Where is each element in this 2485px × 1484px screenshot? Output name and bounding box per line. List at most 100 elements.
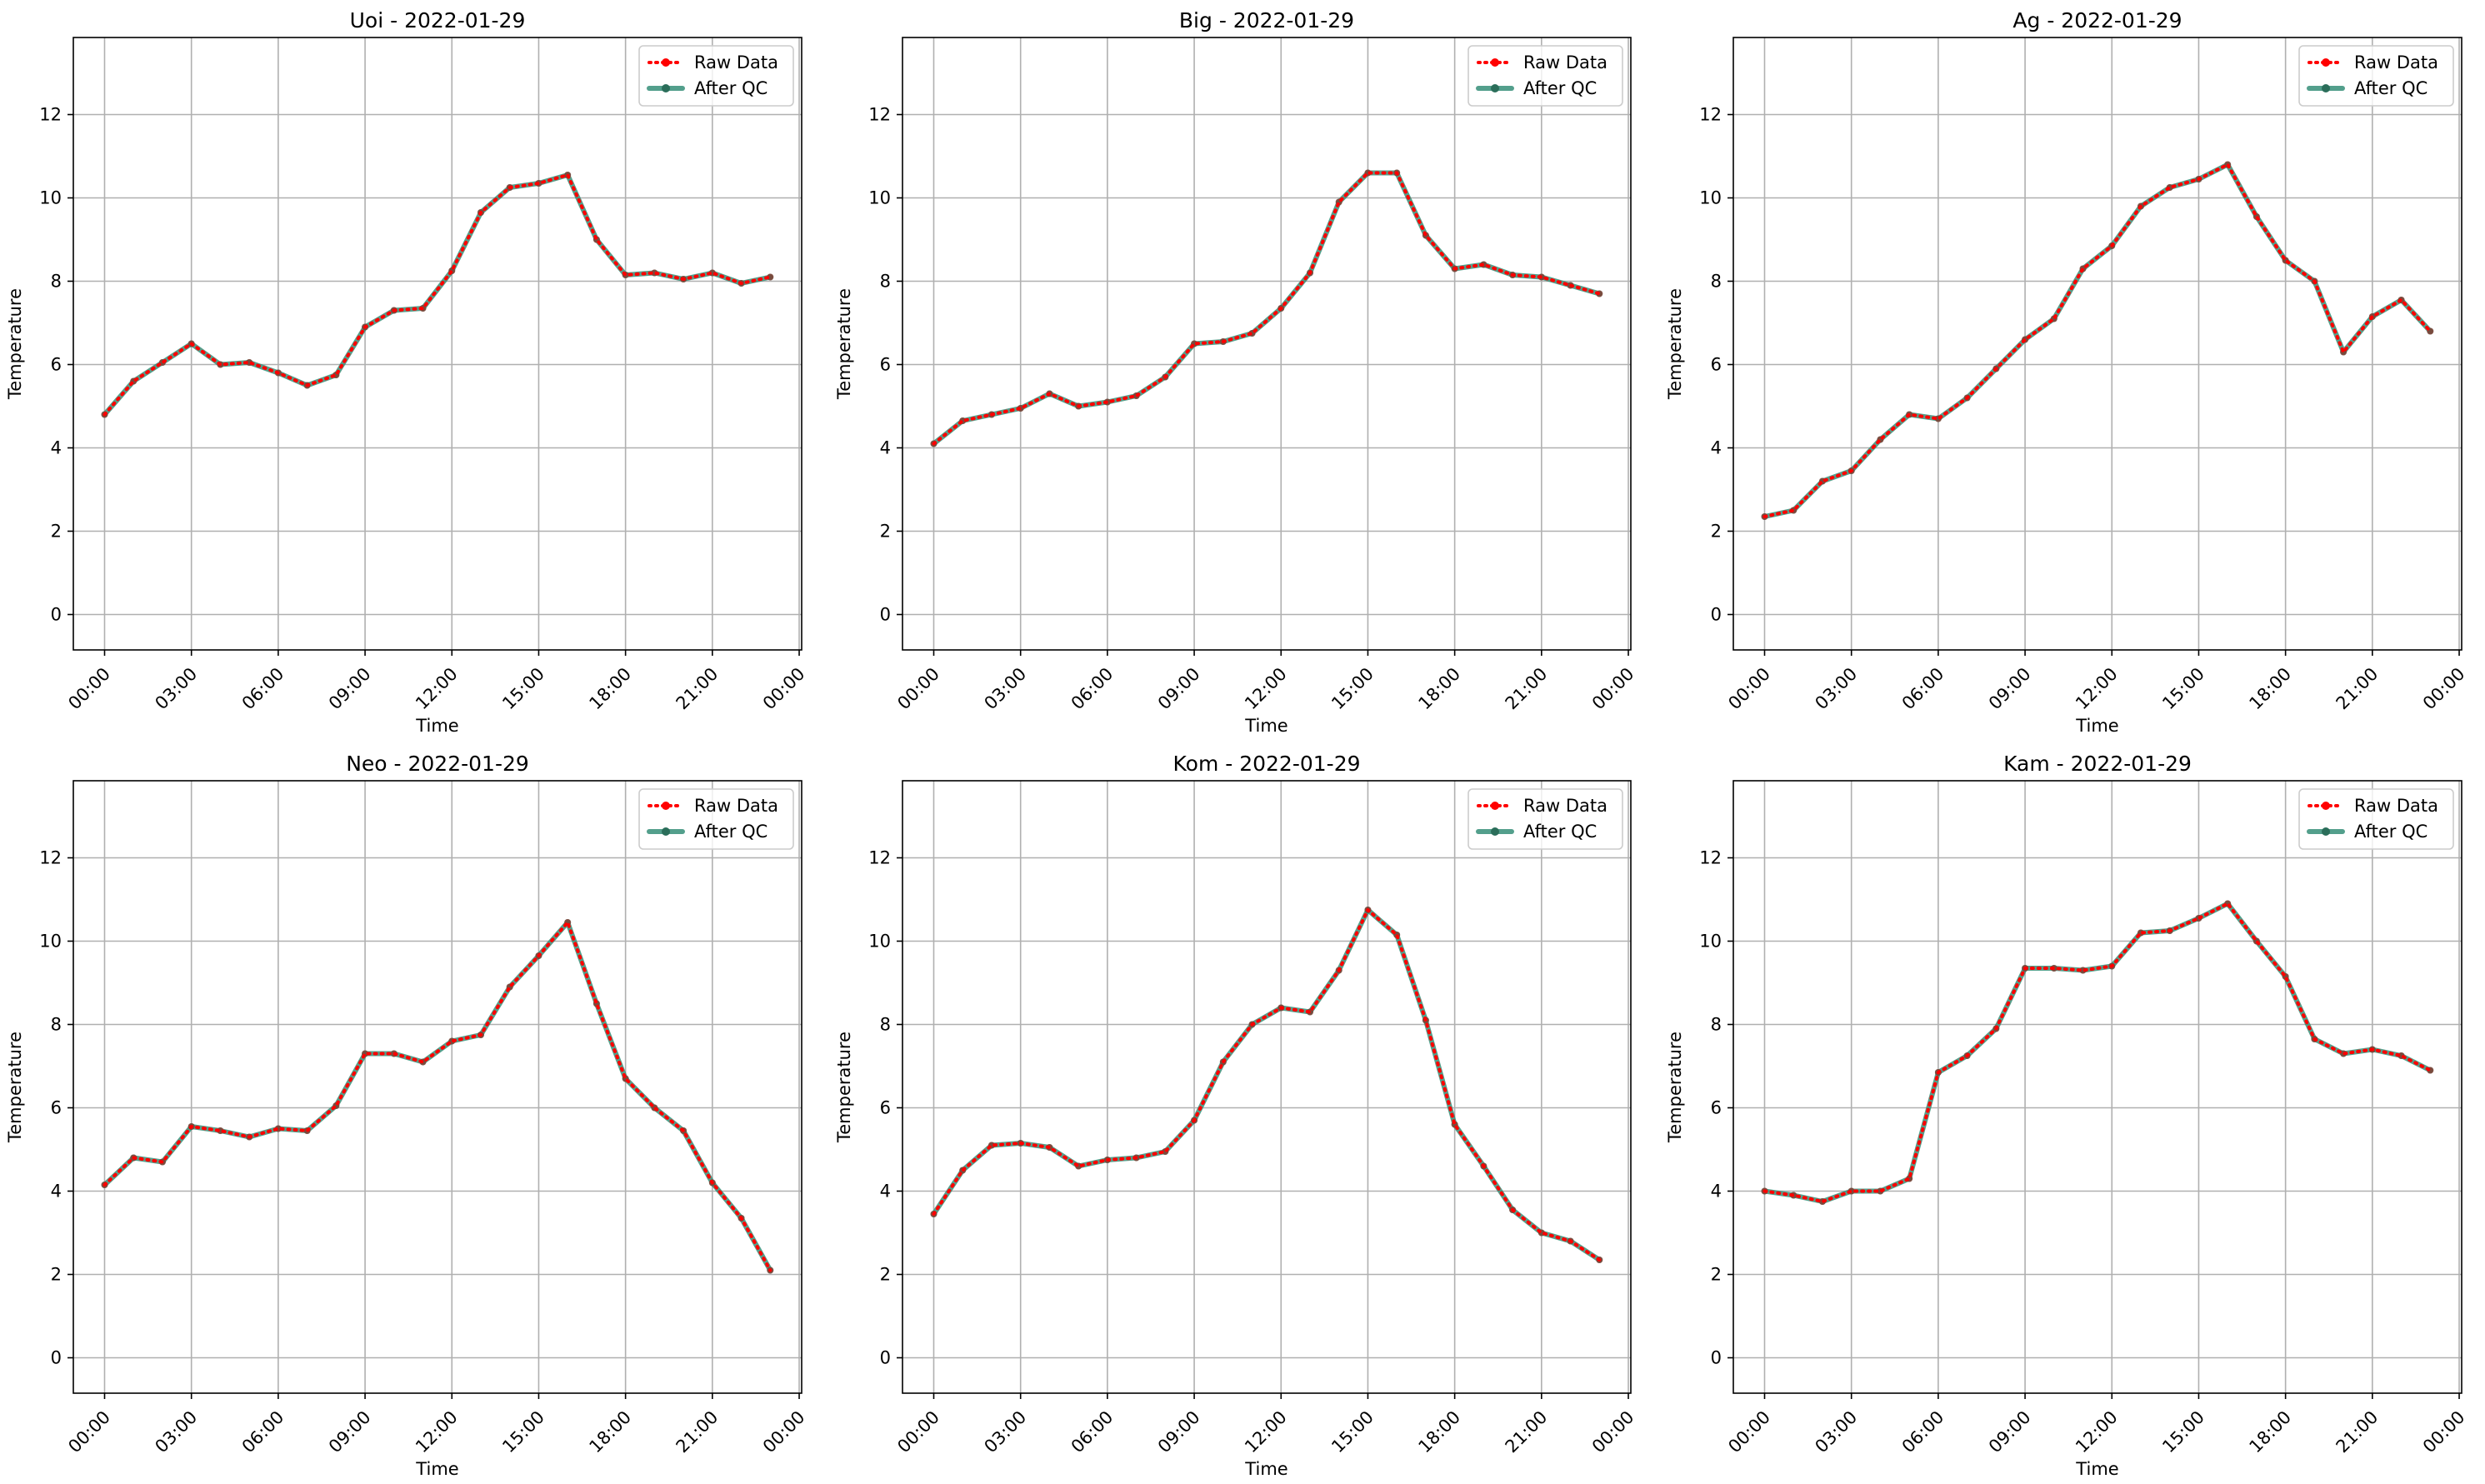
data-point-raw-data [592, 236, 600, 243]
data-point-raw-data [1538, 273, 1545, 281]
x-tick-label: 00:00 [1588, 1407, 1638, 1457]
x-tick-label: 15:00 [498, 1407, 548, 1457]
y-tick-label: 12 [868, 848, 891, 868]
plot-area [902, 37, 1631, 650]
chart-title: Kom - 2022-01-29 [1173, 752, 1361, 776]
data-point-raw-data [988, 1142, 995, 1149]
chart-panel-6: 0 2 4 6 8 10 12 00:00 03:00 06:00 09:00 12:00 15:00 1… [1665, 752, 2469, 1479]
data-point-raw-data [101, 411, 108, 418]
data-point-raw-data [448, 1037, 456, 1045]
data-point-raw-data [564, 172, 572, 178]
data-point-raw-data [535, 952, 542, 959]
chart-panel-5: 0 2 4 6 8 10 12 00:00 03:00 06:00 09:00 12:00 15:00 1… [834, 752, 1638, 1479]
data-point-raw-data [1335, 198, 1342, 206]
data-point-raw-data [1191, 340, 1198, 347]
data-point-raw-data [708, 1179, 716, 1187]
y-tick-label: 10 [868, 932, 891, 952]
data-point-raw-data [2368, 1046, 2376, 1053]
data-point-raw-data [419, 1058, 427, 1066]
y-axis-label: Temperature [834, 288, 854, 400]
x-tick-label: 09:00 [325, 1407, 375, 1457]
data-point-raw-data [1992, 1025, 2000, 1032]
x-tick-label: 09:00 [325, 664, 375, 714]
data-point-raw-data [1422, 1017, 1429, 1024]
data-point-raw-data [1364, 169, 1372, 177]
legend-label: After QC [2354, 822, 2428, 842]
y-tick-label: 0 [1711, 605, 1722, 625]
y-tick-label: 12 [868, 105, 891, 125]
data-point-raw-data [274, 1125, 282, 1132]
data-point-raw-data [651, 1104, 658, 1112]
data-point-raw-data [651, 269, 658, 277]
x-tick-label: 21:00 [672, 1407, 722, 1457]
y-tick-label: 12 [39, 848, 62, 868]
plot-area [902, 781, 1631, 1393]
legend: Raw Data After QC [1468, 788, 1623, 850]
data-point-raw-data [1963, 1052, 1971, 1059]
x-tick-label: 03:00 [151, 664, 201, 714]
legend-label: Raw Data [1523, 796, 1608, 816]
x-axis-label: Time [415, 716, 458, 736]
series-line-raw-data [932, 171, 1602, 446]
x-tick-label: 00:00 [64, 1407, 114, 1457]
data-point-raw-data [1877, 436, 1884, 443]
data-point-raw-data [708, 269, 716, 277]
y-tick-label: 2 [880, 1265, 891, 1285]
legend-label: After QC [694, 78, 768, 98]
x-tick-label: 00:00 [1724, 664, 1774, 714]
data-point-raw-data [2368, 313, 2376, 320]
legend-marker [1491, 802, 1499, 810]
x-tick-label: 06:00 [1898, 664, 1948, 714]
axes-frame [902, 780, 1632, 1394]
series-line-raw-data [102, 173, 772, 417]
y-tick-label: 0 [51, 1348, 62, 1368]
legend-marker [662, 58, 670, 67]
data-point-raw-data [1963, 394, 1971, 402]
data-point-raw-data [1877, 1187, 1884, 1195]
legend-marker [662, 802, 670, 810]
data-point-raw-data [1509, 1207, 1517, 1213]
legend-label: After QC [2354, 78, 2428, 98]
x-tick-label: 15:00 [2158, 664, 2208, 714]
data-point-raw-data [2398, 1052, 2405, 1059]
data-point-raw-data [680, 1127, 688, 1134]
x-tick-label: 03:00 [980, 664, 1030, 714]
y-tick-label: 0 [880, 1348, 891, 1368]
data-point-raw-data [1017, 405, 1024, 412]
y-tick-label: 0 [880, 605, 891, 625]
x-tick-label: 00:00 [759, 664, 809, 714]
plot-area [73, 37, 802, 650]
data-point-raw-data [390, 1050, 398, 1057]
data-point-raw-data [738, 280, 745, 287]
x-tick-label: 00:00 [64, 664, 114, 714]
data-point-raw-data [1278, 1004, 1285, 1012]
x-axis-label: Time [2075, 1459, 2118, 1479]
data-point-raw-data [1191, 1117, 1198, 1124]
x-tick-label: 00:00 [1724, 1407, 1774, 1457]
data-point-raw-data [1509, 272, 1517, 278]
data-point-raw-data [1017, 1140, 1024, 1147]
chart-panel-1: 0 2 4 6 8 10 12 00:00 03:00 06:00 09:00 12:00 15:00 1… [5, 8, 809, 736]
data-point-raw-data [246, 359, 253, 366]
data-point-raw-data [1480, 1162, 1488, 1170]
x-tick-label: 00:00 [759, 1407, 809, 1457]
data-point-raw-data [1480, 261, 1488, 268]
data-point-raw-data [1848, 1187, 1855, 1195]
data-point-raw-data [1364, 907, 1372, 913]
data-point-raw-data [1132, 1154, 1140, 1162]
x-tick-label: 03:00 [1811, 1407, 1861, 1457]
x-tick-label: 00:00 [893, 664, 943, 714]
data-point-raw-data [1046, 1144, 1053, 1151]
y-tick-label: 4 [880, 1182, 891, 1202]
data-point-raw-data [1219, 1058, 1227, 1066]
data-point-raw-data [1103, 1157, 1111, 1163]
legend-marker [1491, 84, 1499, 92]
data-point-raw-data [1132, 392, 1140, 399]
y-tick-label: 2 [51, 522, 62, 542]
data-point-raw-data [622, 272, 629, 278]
data-point-raw-data [2050, 315, 2058, 322]
data-point-raw-data [592, 1000, 600, 1007]
y-tick-label: 10 [868, 188, 891, 208]
x-tick-label: 00:00 [2419, 664, 2469, 714]
data-point-raw-data [246, 1133, 253, 1141]
